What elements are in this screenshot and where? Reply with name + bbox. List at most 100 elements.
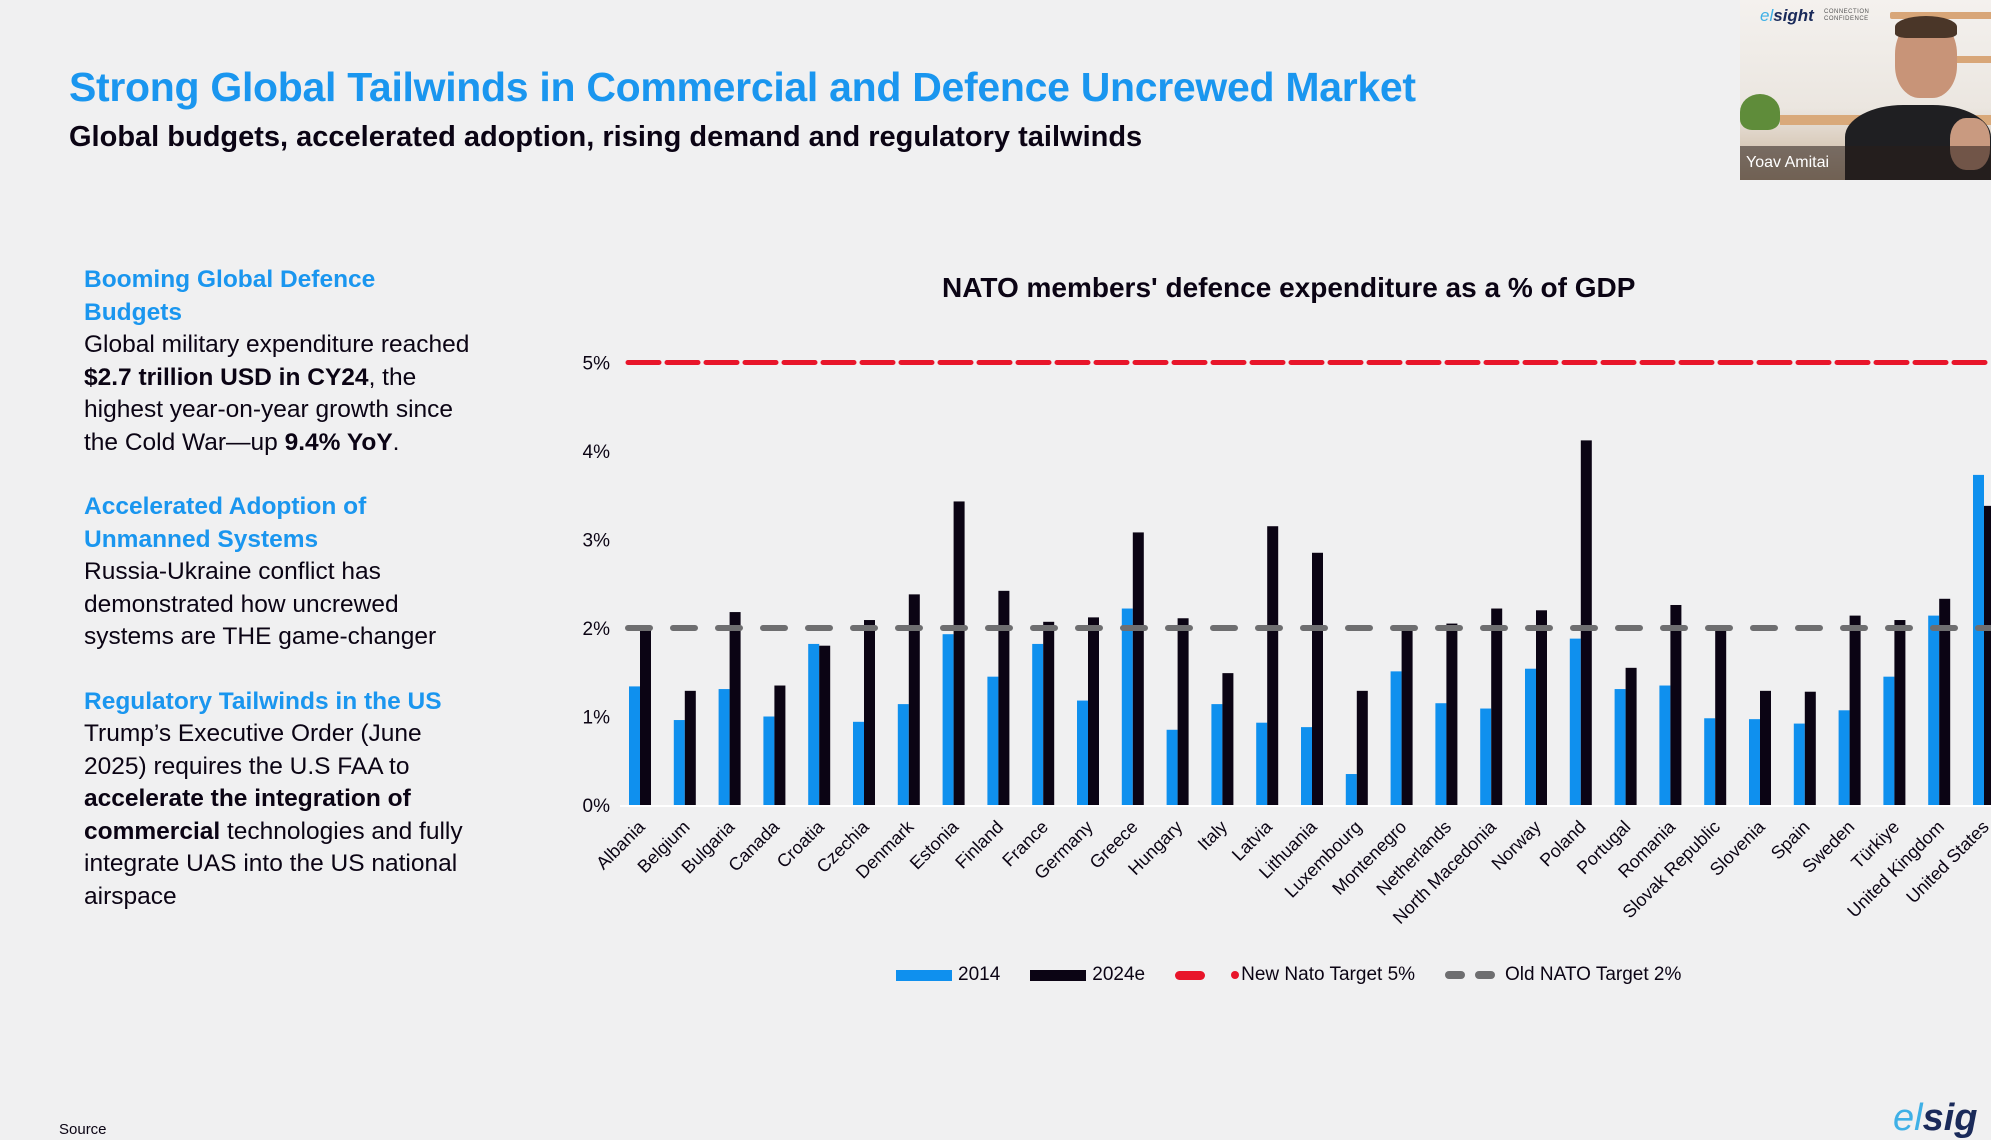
bar-2024e [819, 645, 831, 805]
y-tick-label: 2% [583, 619, 611, 640]
bar-2024e [1267, 526, 1279, 805]
bar-2014 [808, 643, 820, 805]
bar-2024e [1984, 505, 1991, 805]
bar-2014 [1883, 676, 1895, 805]
bar-2024e [908, 594, 920, 805]
bar-2014 [942, 634, 954, 805]
legend-label: Old NATO Target 2% [1505, 964, 1682, 985]
bar-2014 [1211, 704, 1223, 805]
bar-2024e [1536, 610, 1547, 805]
bar-2014 [1166, 729, 1178, 805]
section-body: Russia-Ukraine conflict has demonstrated… [84, 556, 474, 654]
bar-2014 [1973, 474, 1984, 805]
bar-2014 [1032, 643, 1044, 805]
key-points-panel: Booming Global Defence Budgets Global mi… [84, 264, 474, 945]
bar-2014 [1525, 668, 1536, 805]
bar-2014 [1659, 685, 1671, 805]
bar-2014 [1614, 689, 1626, 805]
bar-2014 [1435, 703, 1447, 805]
bar-2014 [1704, 718, 1716, 805]
body-text: Trump’s Executive Order (June 2025) requ… [84, 720, 422, 780]
background-shelf [1950, 56, 1991, 63]
bar-2014 [1121, 608, 1133, 805]
bar-2014 [1480, 708, 1492, 805]
bar-2014 [1928, 615, 1940, 805]
legend-swatch-2024e [1030, 969, 1087, 981]
section-body: Global military expenditure reached $2.7… [84, 329, 474, 459]
body-text: , the highest year-on-year growth since … [84, 363, 454, 456]
bar-2024e [1894, 620, 1906, 805]
bar-2024e [684, 690, 696, 805]
section-heading: Booming Global Defence Budgets [84, 266, 376, 326]
bar-2014 [1793, 723, 1805, 805]
section-unmanned-adoption: Accelerated Adoption of Unmanned Systems… [84, 491, 474, 654]
background-plant [1740, 94, 1780, 130]
slide-subtitle: Global budgets, accelerated adoption, ri… [69, 121, 1143, 153]
bar-2024e [1625, 667, 1637, 805]
bar-2014 [718, 689, 730, 805]
bar-2014 [1077, 700, 1088, 805]
bar-2024e [1670, 604, 1682, 805]
bar-2024e [1356, 690, 1368, 805]
legend-label: 2024e [1092, 964, 1146, 985]
emphasis-text: $2.7 trillion USD in CY24 [84, 363, 369, 391]
bar-2014 [763, 716, 775, 805]
body-text: . [392, 428, 400, 456]
x-tick-label: Norway [1488, 817, 1545, 874]
bar-2014 [1749, 719, 1760, 805]
y-tick-label: 3% [583, 531, 611, 552]
bar-2024e [1177, 618, 1189, 805]
bar-2014 [1256, 722, 1268, 805]
bar-2014 [1390, 671, 1402, 805]
y-tick-label: 0% [583, 796, 611, 817]
body-text: Global military expenditure reached [84, 331, 470, 358]
bar-2024e [774, 685, 786, 805]
bar-2014 [853, 721, 864, 805]
bar-2014 [673, 720, 685, 805]
footer-logo: elsig [1893, 1097, 1977, 1140]
x-axis-labels: AlbaniaBelgiumBulgariaCanadaCroatiaCzech… [592, 816, 1991, 928]
bar-2014 [897, 704, 909, 805]
y-tick-label: 5% [583, 354, 611, 375]
bar-2024e [1043, 621, 1055, 805]
webcam-video-tile[interactable]: elsight CONNECTION CONFIDENCE Yoav Amita… [1740, 0, 1991, 180]
x-tick-label: Estonia [906, 816, 963, 873]
participant-hair [1895, 16, 1957, 38]
body-text: technologies and fully integrate UAS int… [84, 817, 463, 910]
bar-2024e [1849, 615, 1861, 805]
webcam-brand-tagline: CONNECTION CONFIDENCE [1824, 9, 1869, 23]
bar-2024e [1446, 623, 1458, 805]
logo-suffix: sig [1922, 1097, 1978, 1139]
reference-lines [625, 360, 1991, 631]
bar-2014 [1569, 638, 1581, 805]
tagline-line: CONFIDENCE [1824, 16, 1869, 22]
x-tick-label: Canada [724, 816, 783, 875]
bar-2014 [987, 676, 999, 805]
section-defence-budgets: Booming Global Defence Budgets Global mi… [84, 264, 474, 459]
source-label: Source [59, 1121, 107, 1138]
webcam-brand-logo: elsight [1760, 6, 1814, 26]
bar-2024e [640, 629, 651, 805]
bar-2024e [1580, 440, 1592, 805]
legend-label: 2014 [958, 964, 1001, 985]
bar-2024e [1401, 629, 1413, 805]
legend-swatch-2014 [896, 969, 952, 981]
bar-2024e [1939, 598, 1951, 805]
emphasis-text: accelerate the integration of commercial [84, 785, 411, 845]
tagline-line: CONNECTION [1824, 9, 1870, 15]
bar-2014 [1301, 727, 1312, 805]
y-tick-label: 1% [583, 708, 611, 729]
logo-prefix: el [1893, 1097, 1923, 1139]
bar-2024e [1088, 617, 1099, 805]
bar-2024e [1804, 691, 1816, 805]
bar-2024e [1222, 673, 1234, 805]
bars [629, 440, 1991, 805]
legend-marker-new-target [1231, 971, 1240, 979]
section-heading: Regulatory Tailwinds in the US [84, 687, 442, 715]
logo-suffix: sight [1773, 6, 1814, 25]
section-body: Trump’s Executive Order (June 2025) requ… [84, 718, 474, 913]
legend-item-2024e: 2024e [1030, 964, 1145, 986]
slide-title: Strong Global Tailwinds in Commercial an… [69, 64, 1416, 110]
bar-2014 [629, 686, 640, 805]
